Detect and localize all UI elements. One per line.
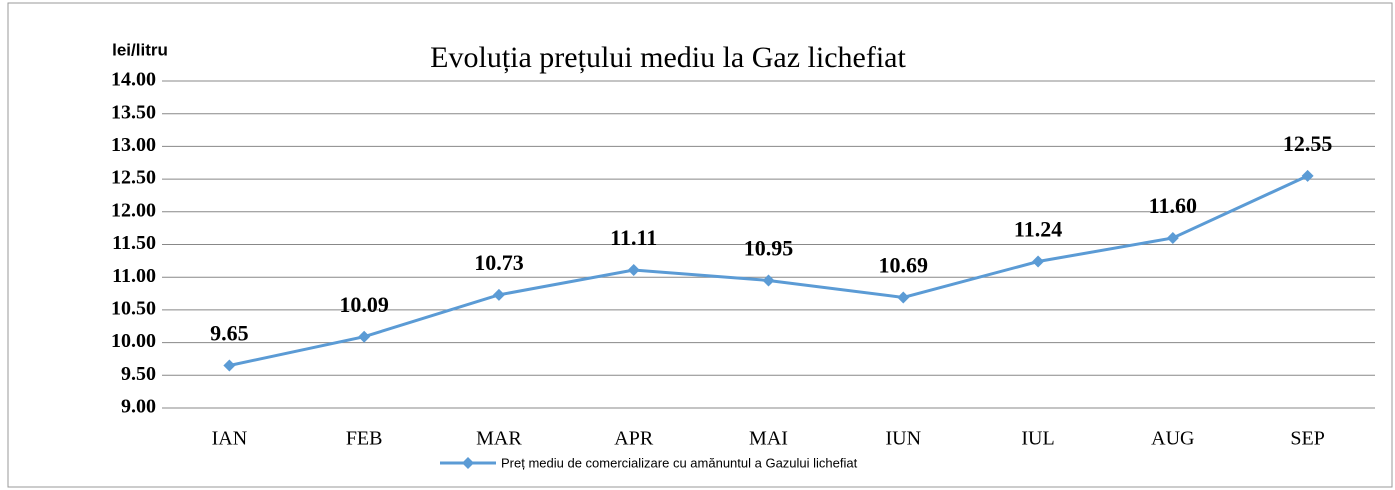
data-point bbox=[1166, 231, 1179, 244]
x-tick-label: MAR bbox=[476, 428, 522, 450]
data-point bbox=[223, 359, 236, 372]
y-axis-label: lei/litru bbox=[112, 40, 168, 59]
y-tick-label: 12.50 bbox=[111, 167, 156, 189]
data-point bbox=[762, 274, 775, 287]
data-point bbox=[1301, 169, 1314, 182]
data-label: 11.11 bbox=[610, 225, 657, 250]
data-point bbox=[627, 264, 640, 277]
chart-title: Evoluția prețului mediu la Gaz lichefiat bbox=[430, 41, 906, 74]
data-point bbox=[358, 330, 371, 343]
y-tick-label: 9.00 bbox=[121, 396, 156, 418]
x-tick-label: APR bbox=[614, 428, 654, 450]
data-label: 10.73 bbox=[474, 250, 524, 275]
data-point bbox=[897, 291, 910, 304]
data-label: 10.09 bbox=[339, 292, 389, 317]
data-label: 11.60 bbox=[1149, 193, 1197, 218]
y-tick-label: 14.00 bbox=[111, 69, 156, 91]
data-label: 11.24 bbox=[1014, 217, 1062, 242]
y-tick-label: 10.00 bbox=[111, 330, 156, 352]
y-tick-label: 10.50 bbox=[111, 297, 156, 319]
x-tick-label: IAN bbox=[212, 428, 248, 450]
x-tick-label: MAI bbox=[749, 428, 788, 450]
x-tick-label: SEP bbox=[1290, 428, 1324, 450]
x-tick-label: IUL bbox=[1021, 428, 1054, 450]
x-tick-label: AUG bbox=[1151, 428, 1194, 450]
y-tick-label: 13.00 bbox=[111, 134, 156, 156]
y-tick-label: 9.50 bbox=[121, 363, 156, 385]
x-tick-label: FEB bbox=[346, 428, 383, 450]
y-tick-label: 11.00 bbox=[112, 265, 156, 287]
data-label: 12.55 bbox=[1283, 131, 1333, 156]
data-point bbox=[492, 288, 505, 301]
legend-marker bbox=[462, 457, 474, 469]
y-tick-label: 13.50 bbox=[111, 101, 156, 123]
y-tick-label: 11.50 bbox=[112, 232, 156, 254]
data-label: 10.95 bbox=[744, 236, 794, 261]
x-tick-label: IUN bbox=[886, 428, 922, 450]
data-label: 9.65 bbox=[210, 321, 249, 346]
data-label: 10.69 bbox=[879, 253, 929, 278]
legend-label: Preț mediu de comercializare cu amănuntu… bbox=[501, 455, 858, 470]
data-point bbox=[1032, 255, 1045, 268]
y-tick-label: 12.00 bbox=[111, 199, 156, 221]
